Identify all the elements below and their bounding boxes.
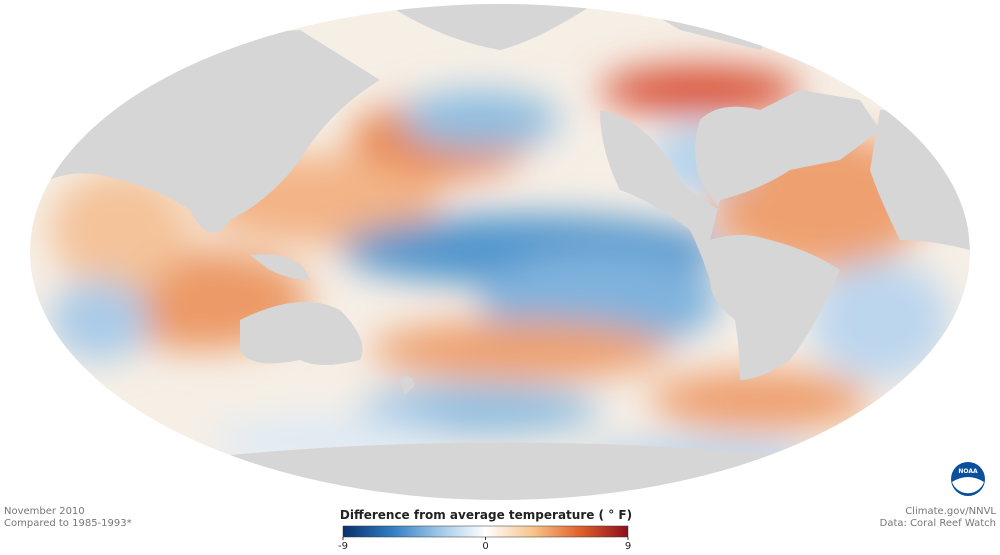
tick-label: -9 — [338, 541, 348, 552]
data-credit: Data: Coral Reef Watch — [880, 518, 996, 529]
logo-text: NOAA — [958, 468, 978, 475]
colorbar-ticks: -9 0 9 — [338, 537, 631, 552]
anomaly-field — [50, 65, 950, 480]
source-credit: Climate.gov/NNVL — [905, 506, 996, 517]
colorbar — [342, 525, 629, 538]
tick-label: 9 — [625, 541, 631, 552]
noaa-logo: NOAA — [951, 462, 985, 496]
legend-title: Difference from average temperature ( ° … — [340, 508, 632, 522]
land — [30, 4, 970, 500]
tick-label: 0 — [482, 541, 488, 552]
baseline-label: Compared to 1985-1993* — [4, 518, 132, 529]
date-label: November 2010 — [4, 506, 85, 517]
